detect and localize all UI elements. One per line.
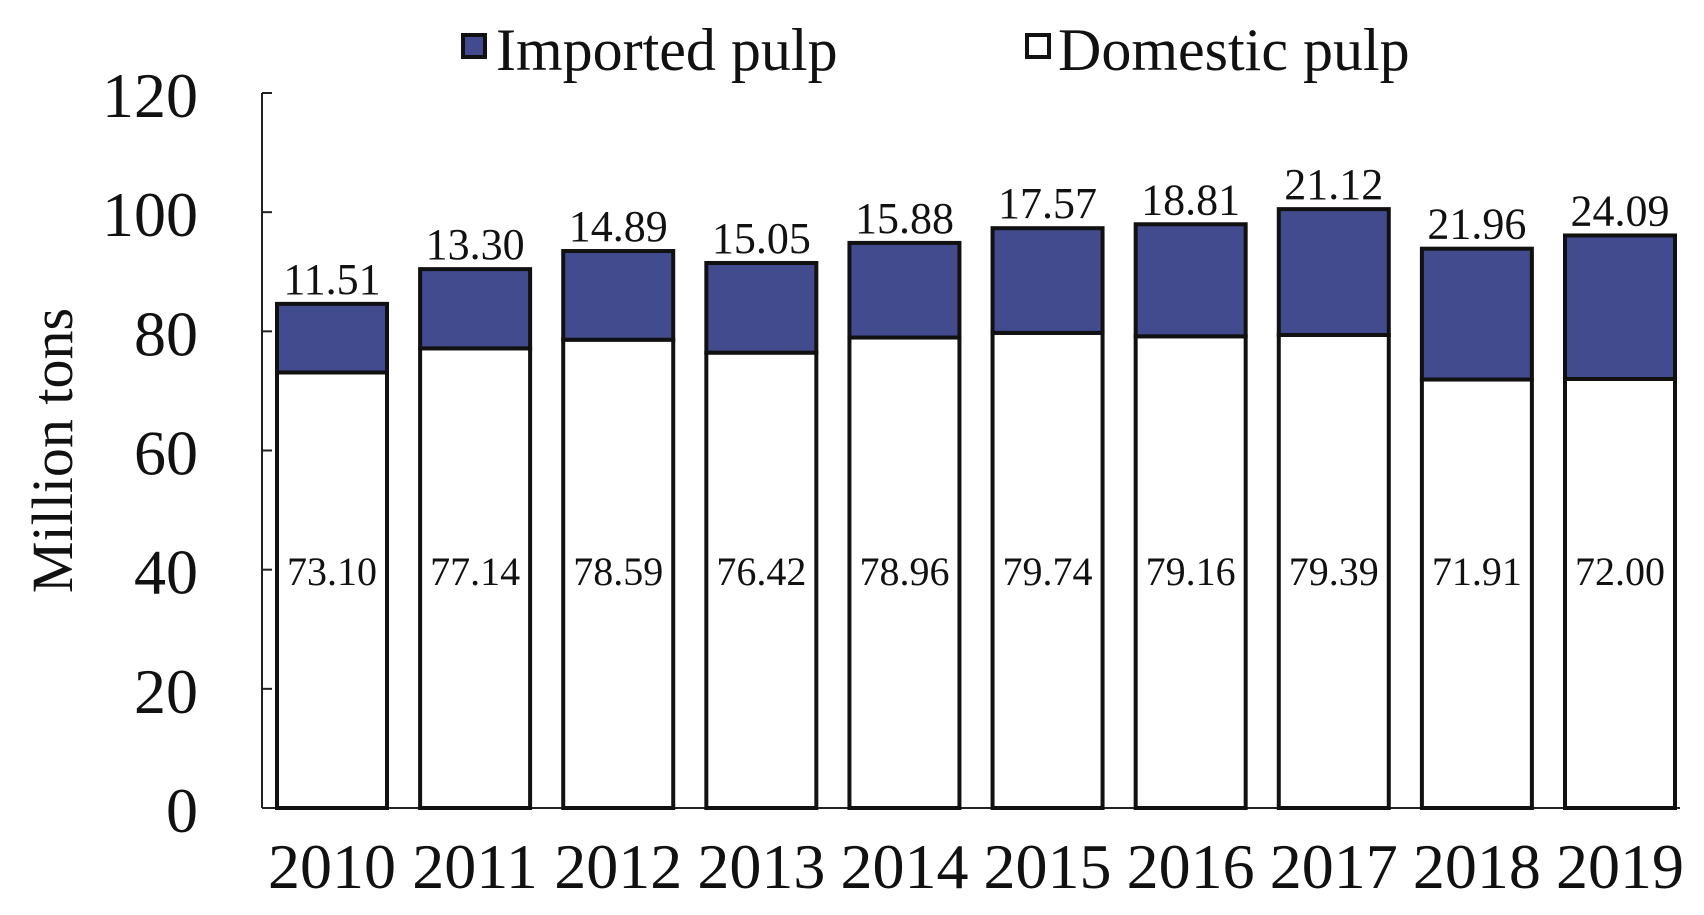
bar-domestic-2013[interactable] bbox=[704, 350, 819, 810]
bar-imported-2016[interactable] bbox=[1133, 222, 1248, 339]
x-tick-label: 2010 bbox=[268, 831, 396, 902]
data-label-domestic: 72.00 bbox=[1575, 549, 1665, 594]
data-label-imported: 24.09 bbox=[1571, 186, 1670, 235]
data-label-domestic: 78.59 bbox=[573, 549, 663, 594]
bar-domestic-2011[interactable] bbox=[418, 346, 533, 810]
bar-imported-2014[interactable] bbox=[847, 240, 962, 340]
x-tick-label: 2017 bbox=[1270, 831, 1398, 902]
bar-imported-2013[interactable] bbox=[704, 260, 819, 355]
x-tick-label: 2015 bbox=[984, 831, 1112, 902]
y-tick-label: 40 bbox=[134, 537, 198, 608]
data-label-imported: 15.05 bbox=[712, 214, 811, 263]
data-label-imported: 13.30 bbox=[426, 220, 525, 269]
y-tick-label: 100 bbox=[102, 179, 198, 250]
data-label-imported: 17.57 bbox=[998, 179, 1097, 228]
data-label-domestic: 76.42 bbox=[716, 549, 806, 594]
data-label-imported: 11.51 bbox=[283, 255, 380, 304]
bar-domestic-2018[interactable] bbox=[1419, 377, 1534, 810]
x-tick-label: 2014 bbox=[840, 831, 968, 902]
legend-swatch-domestic bbox=[1025, 33, 1051, 59]
data-label-domestic: 71.91 bbox=[1432, 549, 1522, 594]
data-label-domestic: 79.16 bbox=[1146, 549, 1236, 594]
bar-imported-2012[interactable] bbox=[561, 249, 676, 342]
y-tick-label: 20 bbox=[134, 656, 198, 727]
legend-label-domestic: Domestic pulp bbox=[1058, 17, 1410, 83]
bar-imported-2019[interactable] bbox=[1563, 233, 1677, 381]
y-axis-title: Million tons bbox=[20, 308, 85, 593]
bar-imported-2015[interactable] bbox=[990, 226, 1105, 335]
x-tick-label: 2013 bbox=[697, 831, 825, 902]
data-label-domestic: 78.96 bbox=[859, 549, 949, 594]
bar-imported-2011[interactable] bbox=[418, 267, 533, 351]
x-tick-label: 2012 bbox=[554, 831, 682, 902]
data-label-domestic: 79.39 bbox=[1289, 549, 1379, 594]
bar-domestic-2019[interactable] bbox=[1563, 377, 1677, 810]
bar-imported-2017[interactable] bbox=[1276, 207, 1391, 337]
data-label-domestic: 79.74 bbox=[1003, 549, 1093, 594]
bar-imported-2018[interactable] bbox=[1419, 246, 1534, 382]
data-label-imported: 21.96 bbox=[1427, 200, 1526, 249]
data-label-domestic: 77.14 bbox=[430, 549, 520, 594]
y-tick-label: 60 bbox=[134, 418, 198, 489]
legend-label-imported: Imported pulp bbox=[496, 17, 838, 83]
data-label-imported: 15.88 bbox=[855, 194, 954, 243]
data-label-imported: 14.89 bbox=[569, 202, 668, 251]
y-tick-label: 120 bbox=[102, 60, 198, 131]
bar-domestic-2017[interactable] bbox=[1276, 332, 1391, 810]
data-label-imported: 18.81 bbox=[1141, 175, 1240, 224]
data-label-imported: 21.12 bbox=[1284, 160, 1383, 209]
data-label-domestic: 73.10 bbox=[287, 549, 377, 594]
x-tick-label: 2019 bbox=[1556, 831, 1684, 902]
x-tick-label: 2016 bbox=[1127, 831, 1255, 902]
bar-imported-2010[interactable] bbox=[275, 301, 389, 375]
x-tick-label: 2011 bbox=[412, 831, 538, 902]
bar-domestic-2015[interactable] bbox=[990, 330, 1105, 810]
y-tick-label: 0 bbox=[166, 775, 198, 846]
y-tick-label: 80 bbox=[134, 298, 198, 369]
x-tick-label: 2018 bbox=[1413, 831, 1541, 902]
legend-swatch-imported bbox=[461, 33, 487, 59]
